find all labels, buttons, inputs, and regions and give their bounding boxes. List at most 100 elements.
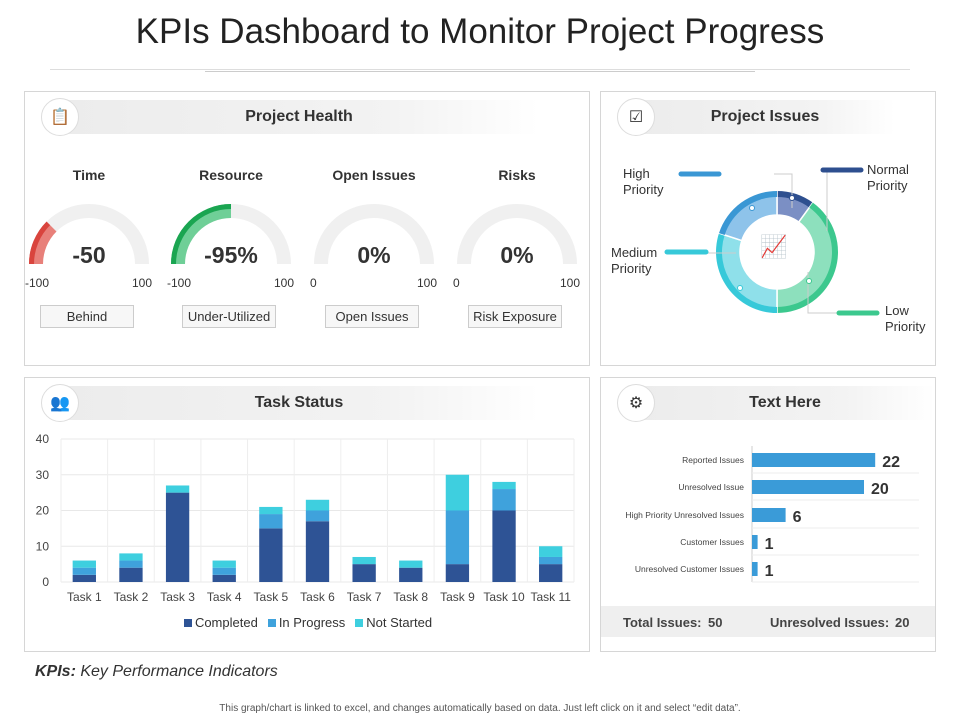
growth-chart-hand-icon: 📈 <box>760 234 788 259</box>
x-tick-label: Task 2 <box>114 590 149 604</box>
category-label: Unresolved Issue <box>678 482 744 492</box>
legend-item: Completed <box>183 615 258 630</box>
project-issues-panel: Project Issues ☑ High Priority Normal Pr… <box>600 91 936 366</box>
gauge-value: 0% <box>500 242 534 268</box>
gauge-min: 0 <box>453 276 460 290</box>
label-low-priority: Low Priority <box>885 303 926 334</box>
legend-swatch <box>267 619 276 627</box>
bar-not-started <box>119 553 143 561</box>
leader-dot <box>737 285 743 291</box>
gauge-value: 0% <box>357 242 391 268</box>
issue-bar <box>752 562 758 576</box>
legend-label: Completed <box>194 615 258 630</box>
legend-label: Not Started <box>366 615 433 630</box>
gauge-max: 100 <box>417 276 438 290</box>
bar-completed <box>539 564 563 582</box>
category-label: Customer Issues <box>680 537 744 547</box>
y-tick-label: 30 <box>36 468 50 482</box>
y-tick-label: 10 <box>36 539 50 553</box>
unresolved-issues-value: 20 <box>895 615 910 630</box>
category-label: Reported Issues <box>682 455 744 465</box>
bar-not-started <box>165 485 190 493</box>
x-tick-label: Task 4 <box>207 590 242 604</box>
bar-not-started <box>539 546 563 557</box>
gauge-status-button[interactable]: Behind <box>40 305 134 328</box>
kpi-note: KPIs: Key Performance Indicators <box>35 663 278 681</box>
total-issues-value: 50 <box>708 615 723 630</box>
team-icon: 👥 <box>41 384 79 422</box>
leader-dot <box>749 205 755 211</box>
bar-value: 20 <box>871 481 889 498</box>
total-issues-label: Total Issues: <box>623 615 702 630</box>
project-health-panel: Project Health 📋 Time -50 -100 100 Behin… <box>24 91 590 366</box>
chart-legend: Completed In Progress Not Started <box>25 615 591 630</box>
priority-donut-chart <box>664 167 880 316</box>
gauge-fill-edge <box>29 221 51 264</box>
bar-not-started <box>305 499 330 511</box>
bar-completed <box>399 567 423 582</box>
gauge-status-button[interactable]: Open Issues <box>325 305 419 328</box>
panel-title: Task Status <box>59 386 539 420</box>
gauge-label: Resource <box>199 167 263 183</box>
checklist-icon: ☑ <box>617 98 655 136</box>
gauge-value: -50 <box>72 242 106 268</box>
gauge-3 <box>457 204 577 264</box>
panel-title: Project Health <box>59 100 539 134</box>
kpi-definition: Key Performance Indicators <box>80 663 278 680</box>
bar-completed <box>119 567 143 582</box>
issue-bar <box>752 508 786 522</box>
bar-in-progress <box>539 556 563 565</box>
x-tick-label: Task 1 <box>67 590 102 604</box>
panel-title: Text Here <box>635 386 935 420</box>
gauge-min: -100 <box>167 276 192 290</box>
gauge-status-button[interactable]: Risk Exposure <box>468 305 562 328</box>
x-tick-label: Task 9 <box>440 590 475 604</box>
bar-not-started <box>399 560 423 568</box>
donut-slice-edge <box>718 191 777 236</box>
bar-not-started <box>352 556 376 565</box>
bar-in-progress <box>305 510 330 522</box>
issues-bar-chart: Reported Issues 22 Unresolved Issue 20 High … <box>625 446 919 583</box>
label-normal-priority: Normal Priority <box>867 162 909 193</box>
page-title: KPIs Dashboard to Monitor Project Progre… <box>135 12 825 51</box>
kpi-abbr: KPIs: <box>35 663 76 680</box>
gauge-label: Risks <box>498 167 536 183</box>
label-medium-priority: Medium Priority <box>611 245 658 276</box>
bar-not-started <box>212 560 236 568</box>
x-tick-label: Task 8 <box>393 590 428 604</box>
x-tick-label: Task 5 <box>254 590 289 604</box>
gauge-track <box>314 204 434 264</box>
health-report-icon: 📋 <box>41 98 79 136</box>
x-tick-label: Task 3 <box>160 590 195 604</box>
title-divider-accent <box>205 71 755 72</box>
y-tick-label: 20 <box>36 504 50 518</box>
issue-bar <box>752 535 758 549</box>
legend-item: In Progress <box>267 615 345 630</box>
gauge-max: 100 <box>274 276 295 290</box>
task-status-chart: 0 10 20 30 40 Task 1 Task 2 Task 3 Task 4 Task 5 T… <box>36 432 575 604</box>
bar-not-started <box>492 481 516 490</box>
bar-value: 6 <box>793 509 802 526</box>
panel-title: Project Issues <box>635 100 895 134</box>
donut-slice-edge <box>716 233 777 313</box>
gauge-value: -95% <box>204 242 258 268</box>
bar-not-started <box>445 474 470 511</box>
x-tick-label: Task 6 <box>300 590 335 604</box>
category-label: High Priority Unresolved Issues <box>625 510 744 520</box>
gauge-fill <box>29 221 57 264</box>
gauge-label: Open Issues <box>332 167 416 183</box>
y-tick-label: 0 <box>42 575 49 589</box>
bar-value: 22 <box>882 454 900 471</box>
label-high-priority: High Priority <box>623 166 664 197</box>
bar-in-progress <box>72 567 96 575</box>
legend-swatch <box>183 619 192 627</box>
task-status-panel: Task Status 👥 0 10 20 30 40 Task 1 Task 2 Task … <box>24 377 590 652</box>
gauge-track <box>457 204 577 264</box>
x-tick-label: Task 10 <box>483 590 525 604</box>
gauge-track <box>29 204 149 264</box>
bar-in-progress <box>492 489 516 511</box>
bar-not-started <box>259 506 283 515</box>
donut-slice-edge <box>777 202 838 313</box>
gauge-status-button[interactable]: Under-Utilized <box>182 305 276 328</box>
bar-not-started <box>72 560 96 568</box>
